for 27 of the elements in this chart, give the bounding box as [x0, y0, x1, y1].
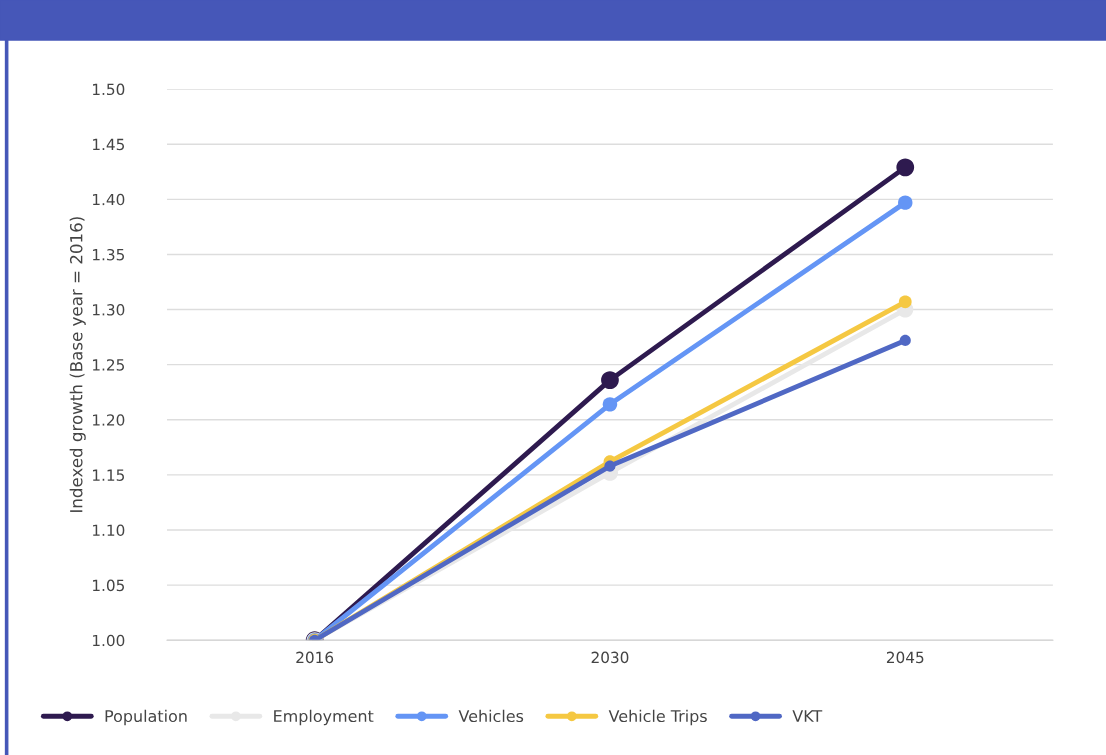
legend-label: Population	[105, 709, 187, 726]
legend-label: Vehicles	[458, 709, 524, 723]
y-tick-label: 1.30	[93, 304, 125, 316]
y-tick-label: 1.05	[93, 579, 125, 592]
legend-label: Vehicle Trips	[608, 709, 707, 726]
x-tick-label: 2045	[886, 651, 924, 664]
point	[604, 460, 616, 472]
y-tick-label: 1.45	[93, 138, 125, 151]
legend-label: Employment	[274, 709, 374, 726]
point	[899, 334, 911, 346]
y-tick-label: 1.35	[93, 248, 125, 261]
y-tick-label: 1.10	[93, 524, 125, 537]
y-axis-title: Indexed growth (Base year = 2016)	[69, 217, 86, 512]
legend-label: VKT	[792, 710, 823, 722]
y-tick-label: 1.15	[93, 469, 125, 481]
point	[601, 371, 619, 389]
point	[898, 295, 912, 309]
y-tick-label: 1.50	[93, 83, 125, 96]
y-tick-label: 1.40	[93, 193, 125, 206]
y-tick-label: 1.00	[93, 634, 125, 647]
x-tick-label: 2016	[296, 651, 334, 664]
point	[602, 397, 618, 412]
y-tick-label: 1.25	[93, 359, 125, 371]
point	[898, 195, 913, 210]
x-tick-label: 2030	[591, 651, 629, 664]
point	[896, 158, 915, 177]
y-tick-label: 1.20	[93, 414, 125, 426]
